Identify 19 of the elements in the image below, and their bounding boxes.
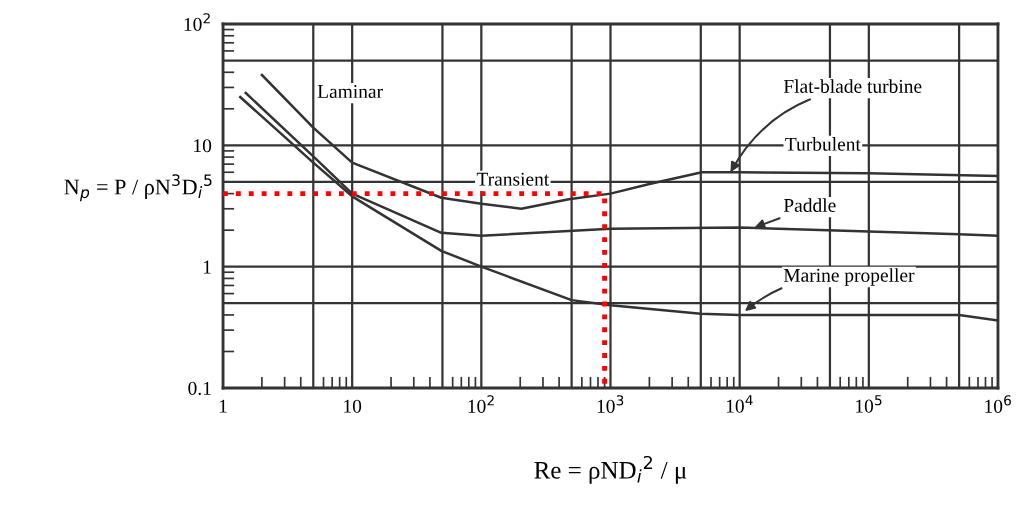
annotation: Marine propeller: [783, 268, 915, 286]
x-tick-label: 10: [344, 399, 362, 413]
x-tick-label: 10$^{2}$: [468, 395, 494, 413]
y-tick-label: 10: [194, 139, 212, 153]
annotation: Turbulent: [785, 137, 861, 151]
y-axis-title: N$_{p}$ = P / ρN$^{3}$D$_{i}$$^{5}$: [64, 174, 212, 202]
annotation: Paddle: [783, 198, 836, 212]
x-axis-title: Re = ρND$_{i}$$^{2}$ / μ: [534, 455, 687, 484]
annotation: Laminar: [317, 84, 383, 99]
y-tick-label: 10$^{2}$: [184, 13, 210, 31]
x-tick-label: 10$^{6}$: [985, 395, 1011, 413]
x-tick-label: 10$^{5}$: [856, 395, 882, 413]
annotation: Transient: [476, 172, 550, 186]
x-tick-label: 10$^{3}$: [597, 395, 624, 413]
annotation: Flat-blade turbine: [783, 79, 922, 93]
y-tick-label: 0.1: [188, 381, 211, 396]
x-tick-label: 1: [219, 399, 227, 413]
x-tick-label: 10$^{4}$: [726, 395, 753, 413]
y-tick-label: 1: [203, 260, 211, 274]
